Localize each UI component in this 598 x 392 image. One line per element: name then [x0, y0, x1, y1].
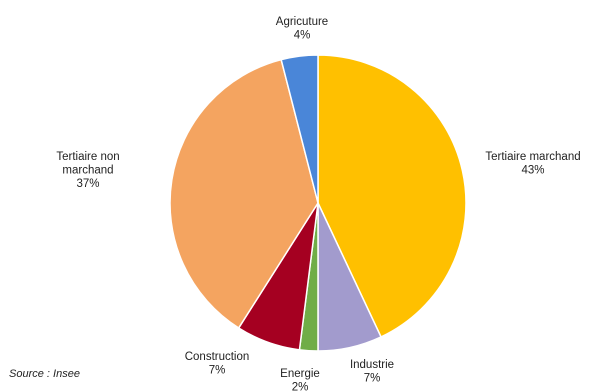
source-note: Source : Insee: [9, 368, 80, 380]
slice-label-tertiaire-non-marchand: Tertiaire non marchand 37%: [56, 151, 119, 190]
slice-labels: Tertiaire marchand 43% Industrie 7% Energie 2…: [56, 16, 580, 392]
pie-slice-agricuture: [280, 54, 319, 204]
slice-label-industrie: Industrie 7%: [350, 359, 394, 385]
slice-label-energie: Energie 2%: [280, 368, 320, 392]
pie-slice-tertiaire-marchand: [317, 54, 467, 338]
pie-slice-tertiaire-non-marchand: [169, 58, 319, 329]
slice-label-agricuture: Agricuture 4%: [276, 16, 328, 42]
pie-slices: [169, 54, 467, 352]
slice-label-tertiaire-marchand: Tertiaire marchand 43%: [485, 151, 580, 177]
slice-label-construction: Construction 7%: [185, 351, 250, 377]
